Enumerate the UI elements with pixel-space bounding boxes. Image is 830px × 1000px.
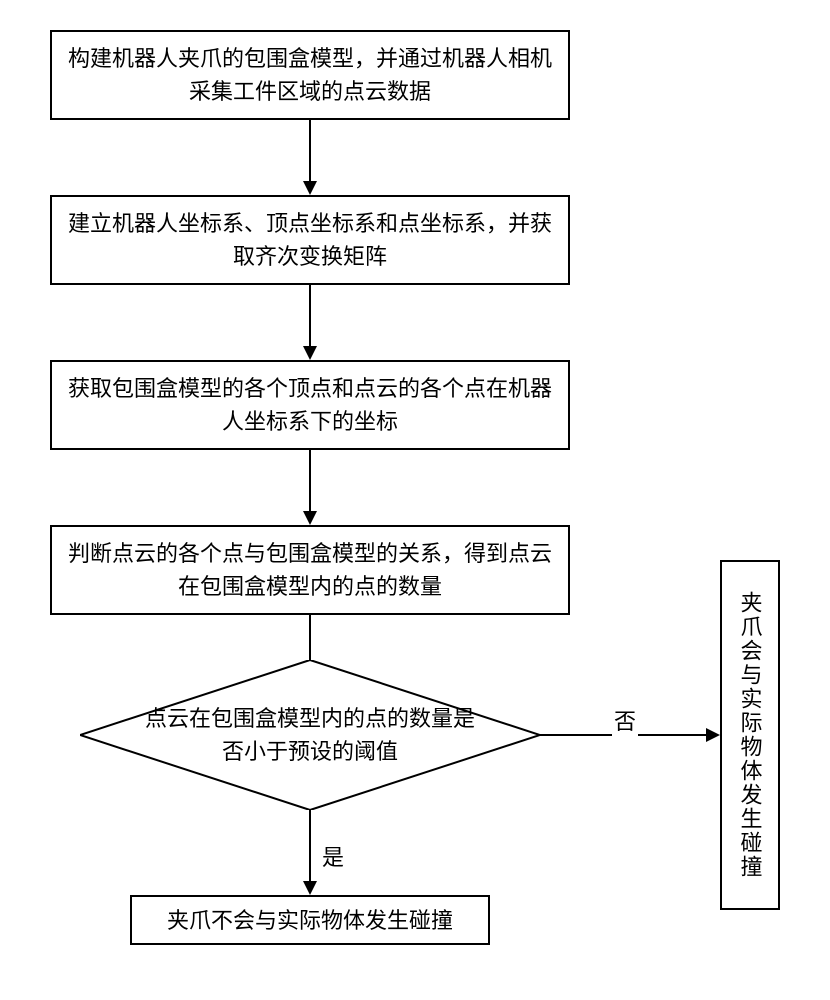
edge-label-no: 否 xyxy=(612,704,638,736)
flow-node-7-text: 夹爪会与实际物体发生碰撞 xyxy=(734,591,767,879)
flow-node-1-text: 构建机器人夹爪的包围盒模型，并通过机器人相机采集工件区域的点云数据 xyxy=(66,42,554,108)
flow-node-2: 建立机器人坐标系、顶点坐标系和点坐标系，并获取齐次变换矩阵 xyxy=(50,195,570,285)
arrow-5-6-line xyxy=(309,810,311,881)
flow-node-7: 夹爪会与实际物体发生碰撞 xyxy=(720,560,780,910)
flow-node-6-text: 夹爪不会与实际物体发生碰撞 xyxy=(167,904,453,937)
arrow-1-2-line xyxy=(309,120,311,181)
edge-label-yes: 是 xyxy=(320,840,346,872)
flow-node-4: 判断点云的各个点与包围盒模型的关系，得到点云在包围盒模型内的点的数量 xyxy=(50,525,570,615)
flow-node-6: 夹爪不会与实际物体发生碰撞 xyxy=(130,895,490,945)
flow-node-3-text: 获取包围盒模型的各个顶点和点云的各个点在机器人坐标系下的坐标 xyxy=(66,372,554,438)
arrow-2-3-line xyxy=(309,285,311,346)
flow-node-4-text: 判断点云的各个点与包围盒模型的关系，得到点云在包围盒模型内的点的数量 xyxy=(66,537,554,603)
arrow-2-3-head xyxy=(303,346,317,360)
flow-decision: 点云在包围盒模型内的点的数量是否小于预设的阈值 xyxy=(80,660,540,810)
flow-node-1: 构建机器人夹爪的包围盒模型，并通过机器人相机采集工件区域的点云数据 xyxy=(50,30,570,120)
arrow-5-7-head xyxy=(706,728,720,742)
flow-node-3: 获取包围盒模型的各个顶点和点云的各个点在机器人坐标系下的坐标 xyxy=(50,360,570,450)
arrow-1-2-head xyxy=(303,181,317,195)
arrow-3-4-head xyxy=(303,511,317,525)
arrow-5-6-head xyxy=(303,881,317,895)
arrow-4-5-line xyxy=(309,615,311,660)
flow-node-2-text: 建立机器人坐标系、顶点坐标系和点坐标系，并获取齐次变换矩阵 xyxy=(66,207,554,273)
arrow-3-4-line xyxy=(309,450,311,511)
flow-decision-text: 点云在包围盒模型内的点的数量是否小于预设的阈值 xyxy=(140,702,480,768)
